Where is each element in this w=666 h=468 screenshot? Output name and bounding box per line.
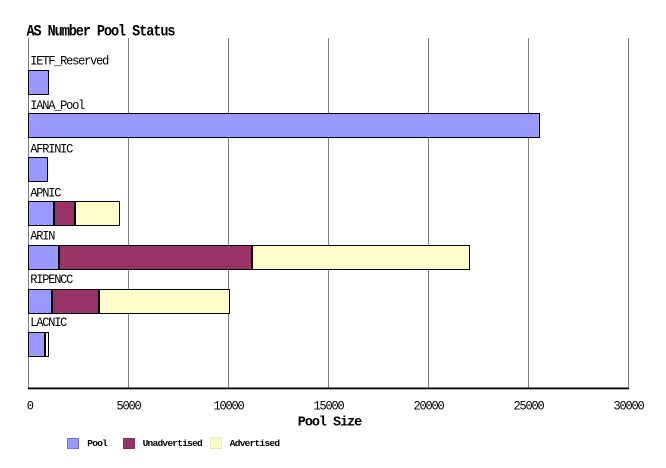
svg-text:0: 0 [27, 399, 34, 413]
svg-text:Pool: Pool [87, 438, 108, 449]
svg-text:20000: 20000 [414, 399, 445, 413]
svg-text:15000: 15000 [314, 399, 345, 413]
svg-text:10000: 10000 [214, 399, 245, 413]
svg-text:ARIN: ARIN [30, 229, 55, 243]
svg-text:Advertised: Advertised [230, 438, 281, 449]
svg-text:5000: 5000 [116, 399, 141, 413]
svg-text:IETF_Reserved: IETF_Reserved [30, 54, 109, 68]
svg-text:IANA_Pool: IANA_Pool [30, 99, 85, 113]
svg-text:Pool Size: Pool Size [298, 414, 362, 430]
svg-text:30000: 30000 [614, 399, 645, 413]
svg-text:25000: 25000 [514, 399, 545, 413]
svg-text:Unadvertised: Unadvertised [143, 438, 203, 449]
svg-text:APNIC: APNIC [30, 186, 61, 200]
svg-text:AFRINIC: AFRINIC [30, 142, 73, 156]
svg-text:LACNIC: LACNIC [30, 316, 67, 330]
svg-text:RIPENCC: RIPENCC [30, 273, 73, 287]
svg-text:AS Number Pool Status: AS Number Pool Status [27, 24, 175, 41]
